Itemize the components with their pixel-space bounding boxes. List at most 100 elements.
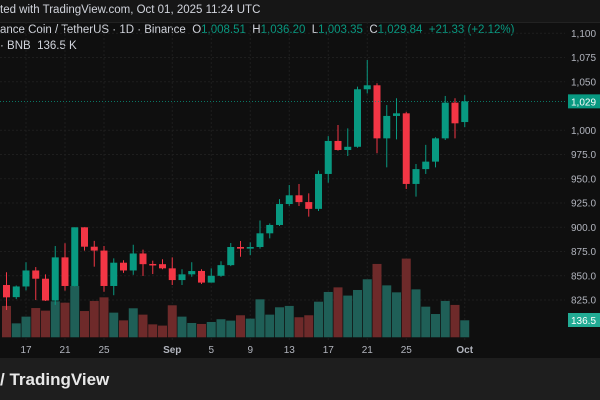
candle-body [198,270,205,283]
volume-bar [440,300,450,338]
volume-bar [333,287,343,338]
volume-bar [167,305,177,338]
candle-body [168,268,176,281]
candle-body [129,253,137,271]
candle-body [12,286,20,298]
date-tick-label: 13 [284,345,296,356]
publish-bar: ted with TradingView.com, Oct 01, 2025 1… [0,0,600,23]
volume-bar [421,306,431,338]
volume-bar [362,279,372,338]
candle-body [402,113,410,184]
volume-bar [50,301,60,338]
candle-body [61,257,69,286]
candlestick-chart[interactable]: 1,100 1,075 1,050 1,000 975.0 950.0 925.0 900.0… [0,0,600,358]
volume-bar [2,305,11,338]
price-tick-label: 1,000 [571,126,596,137]
candle-body [120,262,127,271]
candle-body [393,113,400,116]
candle-body [217,265,225,276]
date-tick-label: 25 [401,345,413,356]
high-label: H [252,24,261,36]
volume-bar [206,321,216,338]
volume-bar [148,324,158,338]
candle-body [441,102,449,139]
volume-bar [70,285,80,338]
date-tick-label: 17 [323,345,335,356]
candle-body [373,85,381,139]
candle-body [42,278,49,301]
candle-body [451,102,459,124]
price-tick-label: 1,100 [571,29,596,40]
volume-bar [197,323,206,338]
volume-bar [294,317,304,338]
volume-bar [128,308,138,338]
candle-body [422,161,430,170]
volume-bar [265,314,275,338]
candle-body [246,246,254,249]
tradingview-logo-icon: / [0,370,10,389]
volume-bar [31,308,41,338]
volume-bar [216,319,226,338]
last-price-label: 1,029 [571,97,596,108]
open-label: O [192,24,202,36]
price-tick-label: 850.0 [571,271,596,282]
volume-bar [236,315,245,338]
price-tick-label: 950.0 [571,174,596,185]
candle-body [32,270,40,279]
footer: / TradingView [0,358,600,400]
volume-bar [382,285,392,338]
low-label: L [311,24,319,36]
candle-body [3,285,10,298]
candle-body [90,246,98,251]
volume-bar [343,295,353,338]
date-tick-label: 25 [98,345,110,356]
candle-body [324,140,332,174]
volume-bar [109,312,119,338]
volume-value: 136.5 K [37,40,77,52]
candle-body [305,202,313,209]
last-volume-label: 136.5 [571,316,596,327]
volume-bar [304,315,314,338]
candle-body [207,275,215,283]
candle-body [354,89,361,147]
candle-body [237,246,244,249]
price-tick-label: 900.0 [571,223,596,234]
volume-bar [431,314,440,338]
volume-legend: · BNB 136.5 K [0,40,77,52]
volume-bar [11,323,21,338]
candle-body [295,195,303,203]
candle-body [432,138,439,162]
date-tick-label: 5 [208,345,214,356]
date-tick-label: 21 [59,345,71,356]
publish-info: ted with TradingView.com, Oct 01, 2025 1… [0,4,261,16]
candle-body [188,271,196,275]
volume-bar [275,307,284,338]
candle-body [178,274,186,281]
tradingview-logo[interactable]: / TradingView [0,370,109,390]
candle-body [149,263,157,266]
volume-bar [411,289,421,338]
volume-bar [450,304,460,338]
symbol-name[interactable]: ance Coin / TetherUS · 1D · Binance [0,24,186,36]
date-tick-label: 21 [362,345,374,356]
volume-bar [187,322,197,338]
date-tick-label: Sep [163,345,181,356]
volume-bar [89,300,99,338]
volume-bar [372,263,382,338]
candle-body [51,257,59,301]
volume-bar [392,292,401,338]
volume-bar [21,316,31,338]
last-volume-badge [568,313,600,327]
last-price-badge [568,94,600,109]
logo-text: TradingView [9,370,110,389]
candle-body [81,227,88,247]
price-tick-label: 1,075 [571,53,596,64]
date-tick-label: Oct [456,345,473,356]
close-label: C [369,24,378,36]
volume-bar [138,314,148,338]
volume-bar [41,310,50,338]
volume-label[interactable]: · BNB [0,40,31,52]
candle-body [100,250,108,286]
candle-body [227,246,235,266]
candle-body [276,204,283,225]
